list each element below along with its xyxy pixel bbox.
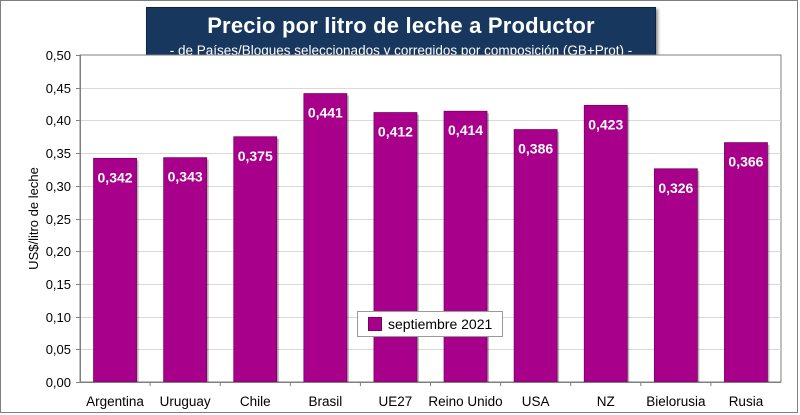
y-tick-label: 0,40 [46, 113, 71, 128]
bar [93, 157, 137, 383]
y-tick-label: 0,30 [46, 179, 71, 194]
legend-swatch [368, 317, 382, 331]
x-tick-label: UE27 [379, 394, 413, 409]
bar [583, 104, 628, 383]
bar [724, 142, 768, 383]
data-label: 0,326 [658, 180, 693, 196]
x-tick-label: Rusia [729, 394, 764, 409]
bar [653, 168, 698, 383]
y-tick-label: 0,05 [46, 342, 71, 357]
x-tick-label: Bielorusia [646, 394, 706, 409]
x-tick-label: Reino Unido [428, 394, 502, 409]
x-tick-label: NZ [597, 394, 615, 409]
data-label: 0,375 [238, 148, 273, 164]
bar [443, 110, 488, 383]
legend: septiembre 2021 [357, 311, 503, 337]
x-tick-label: Uruguay [160, 394, 211, 409]
data-label: 0,441 [308, 105, 343, 121]
data-label: 0,366 [728, 154, 763, 170]
data-label: 0,412 [378, 124, 413, 140]
bar [303, 93, 348, 383]
bar [373, 112, 418, 383]
data-label: 0,423 [588, 116, 623, 132]
bar [233, 136, 278, 383]
y-tick-label: 0,00 [46, 375, 71, 390]
y-tick-label: 0,35 [46, 146, 71, 161]
data-label: 0,414 [448, 122, 483, 138]
y-tick-label: 0,15 [46, 277, 71, 292]
chart-title: Precio por litro de leche a Productor [207, 13, 595, 38]
data-label: 0,343 [168, 169, 203, 185]
bar [513, 129, 558, 383]
y-tick-label: 0,20 [46, 244, 71, 259]
x-tick-label: Brasil [308, 394, 342, 409]
legend-label: septiembre 2021 [388, 316, 493, 332]
y-tick-label: 0,45 [46, 81, 71, 96]
y-tick-label: 0,50 [46, 48, 71, 63]
x-tick-label: Chile [240, 394, 271, 409]
bar [163, 157, 208, 383]
x-tick-label: USA [522, 394, 550, 409]
y-tick-label: 0,25 [46, 212, 71, 227]
x-tick-label: Argentina [86, 394, 144, 409]
y-axis-label: US$/litro de leche [26, 167, 41, 270]
data-label: 0,386 [518, 141, 553, 157]
chart-subtitle: - de Países/Bloques seleccionados y corr… [169, 43, 633, 58]
data-label: 0,342 [98, 169, 133, 185]
y-tick-label: 0,10 [46, 310, 71, 325]
